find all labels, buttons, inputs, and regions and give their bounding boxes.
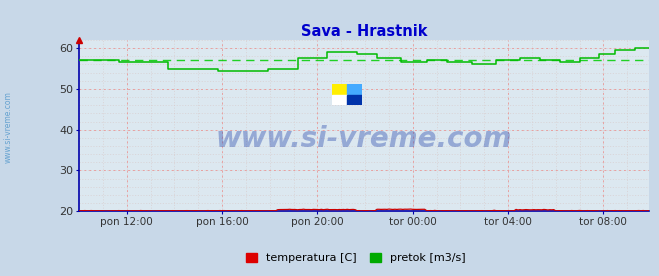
Text: www.si-vreme.com: www.si-vreme.com bbox=[216, 125, 512, 153]
Text: www.si-vreme.com: www.si-vreme.com bbox=[4, 91, 13, 163]
Bar bbox=[332, 84, 347, 95]
Bar bbox=[347, 84, 362, 95]
Bar bbox=[332, 95, 347, 105]
Legend: temperatura [C], pretok [m3/s]: temperatura [C], pretok [m3/s] bbox=[242, 248, 470, 268]
Title: Sava - Hrastnik: Sava - Hrastnik bbox=[301, 24, 427, 39]
Bar bbox=[347, 95, 362, 105]
